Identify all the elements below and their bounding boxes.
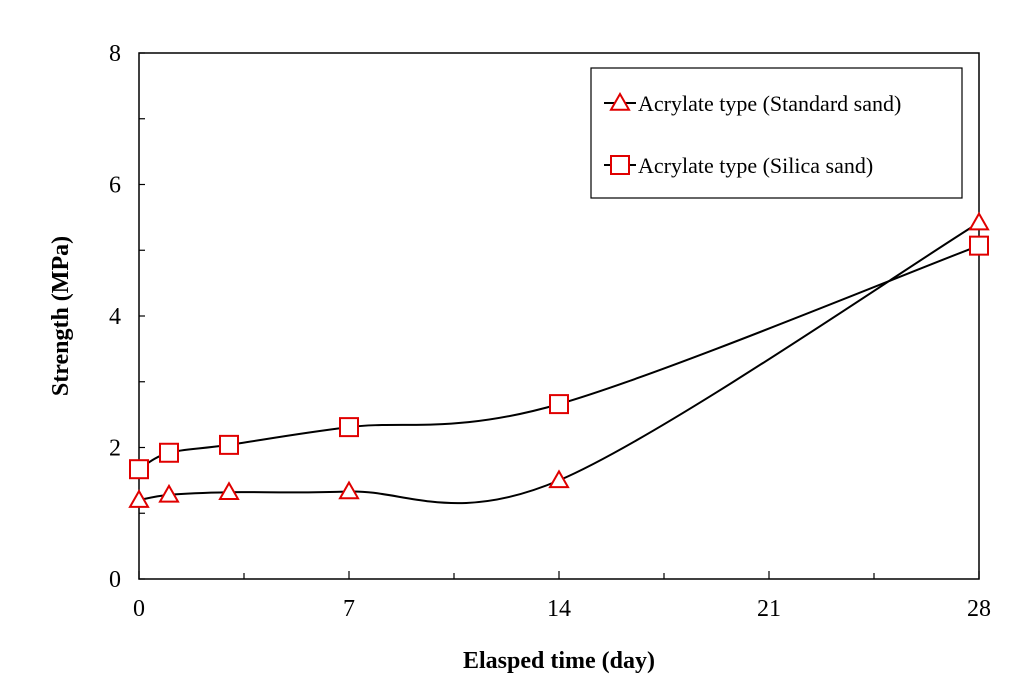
series-line-1 — [138, 244, 980, 471]
square-marker — [129, 459, 149, 480]
square-marker — [339, 417, 359, 438]
legend-triangle-icon — [609, 91, 631, 111]
y-tick-label: 8 — [109, 41, 121, 67]
x-tick-label: 0 — [133, 596, 145, 622]
x-axis-title: Elasped time (day) — [463, 648, 655, 674]
series-lines — [138, 221, 980, 505]
y-tick-label: 2 — [109, 436, 121, 462]
series-line-0 — [138, 221, 980, 505]
x-axis-ticks: 0 7 14 21 28 — [133, 571, 991, 622]
triangle-marker — [338, 480, 360, 500]
triangle-marker — [128, 489, 150, 508]
series-markers — [128, 211, 990, 508]
y-axis-title: Strength (MPa) — [48, 236, 74, 396]
square-marker — [159, 442, 179, 463]
legend-box — [590, 67, 963, 199]
x-tick-label: 21 — [757, 596, 781, 622]
triangle-marker — [158, 483, 180, 503]
y-tick-label: 0 — [109, 567, 121, 593]
legend: Acrylate type (Standard sand) Acrylate ty… — [590, 67, 963, 199]
y-tick-label: 4 — [109, 304, 121, 330]
triangle-marker — [548, 469, 570, 489]
triangle-marker — [218, 481, 240, 500]
square-marker — [219, 434, 239, 455]
legend-square-icon — [610, 155, 630, 175]
triangle-marker — [968, 211, 990, 231]
square-marker — [969, 235, 989, 256]
square-marker — [549, 394, 569, 415]
x-tick-label: 7 — [343, 596, 355, 622]
x-tick-label: 28 — [967, 596, 991, 622]
y-axis-ticks: 0 2 4 6 8 — [109, 41, 145, 593]
legend-label: Acrylate type (Silica sand) — [638, 153, 873, 178]
x-tick-label: 14 — [547, 596, 571, 622]
legend-label: Acrylate type (Standard sand) — [638, 91, 901, 116]
y-tick-label: 6 — [109, 173, 121, 199]
